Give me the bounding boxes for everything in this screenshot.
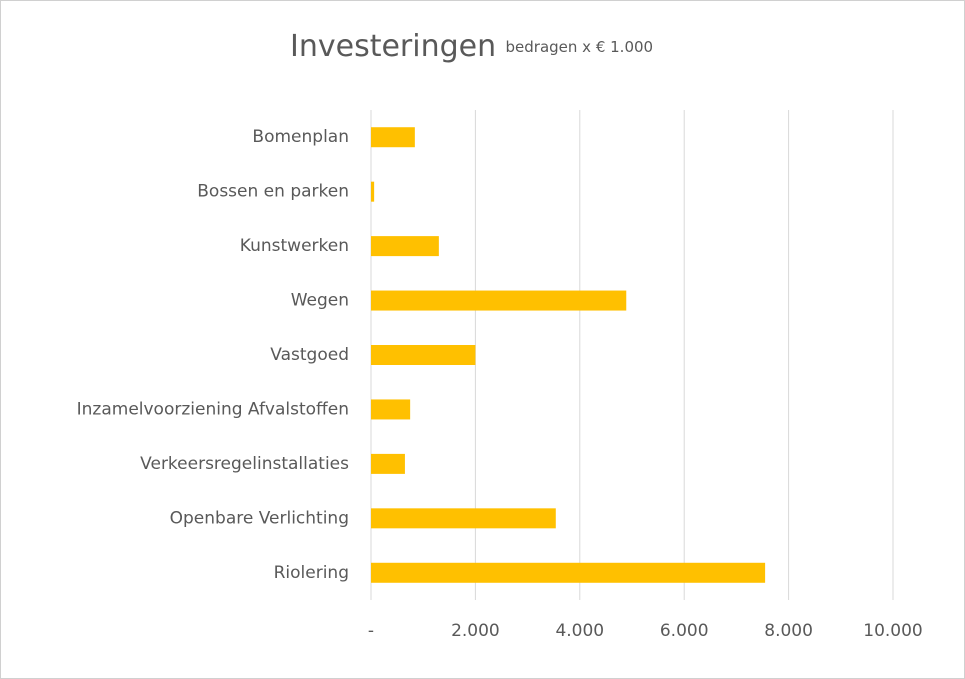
x-tick-label: 8.000 [764, 621, 813, 641]
y-tick-label: Riolering [274, 563, 349, 583]
bar [371, 290, 627, 311]
x-tick-label: 6.000 [660, 621, 709, 641]
x-tick-label: 10.000 [863, 621, 922, 641]
bar [371, 562, 766, 583]
bar [371, 453, 405, 474]
bar [371, 127, 415, 148]
chart-subtitle: bedragen x € 1.000 [506, 38, 654, 56]
y-tick-label: Wegen [291, 291, 349, 311]
x-tick-label: 2.000 [451, 621, 500, 641]
bar [371, 181, 375, 202]
y-tick-label: Vastgoed [270, 345, 349, 365]
chart-title-group: Investeringen bedragen x € 1.000 [290, 29, 653, 64]
y-tick-label: Bossen en parken [197, 182, 349, 202]
y-tick-label: Bomenplan [252, 127, 349, 147]
bar [371, 345, 476, 365]
bar [371, 399, 411, 420]
bar [371, 508, 556, 529]
bar [371, 236, 439, 257]
x-tick-label: 4.000 [555, 621, 604, 641]
y-tick-label: Openbare Verlichting [170, 508, 349, 528]
chart-title: Investeringen [290, 29, 496, 64]
x-tick-label: - [368, 621, 374, 641]
y-tick-label: Kunstwerken [240, 236, 349, 256]
y-tick-label: Verkeersregelinstallaties [140, 454, 349, 474]
y-tick-label: Inzamelvoorziening Afvalstoffen [77, 399, 349, 419]
